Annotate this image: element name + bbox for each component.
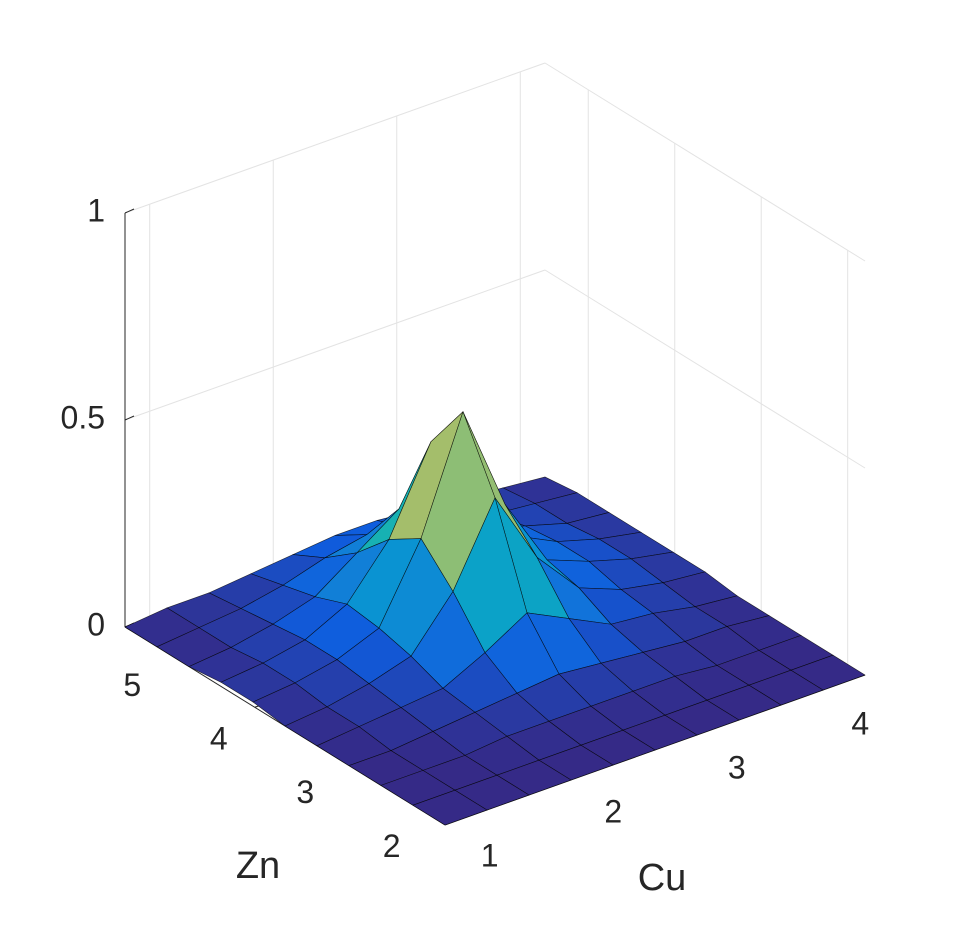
x-tick-label: 3	[728, 749, 746, 785]
grid-line	[544, 62, 866, 262]
grid-line	[124, 62, 546, 214]
grid-line	[124, 269, 546, 421]
z-tick-label: 0	[87, 606, 105, 642]
y-axis-label: Zn	[236, 845, 280, 887]
surface-face	[412, 789, 488, 826]
x-tick-label: 2	[604, 794, 622, 830]
y-tick-label: 5	[123, 667, 141, 703]
z-tick-label: 0.5	[61, 399, 105, 435]
y-tick-label: 2	[383, 828, 401, 864]
y-tick-label: 3	[296, 774, 314, 810]
z-tick-label: 1	[87, 192, 105, 228]
grid-line	[544, 269, 866, 469]
y-tick-label: 4	[210, 721, 228, 757]
x-tick-label: 1	[481, 838, 499, 874]
x-tick-label: 4	[851, 705, 869, 741]
x-axis-label: Cu	[638, 857, 687, 899]
z-tick	[124, 415, 135, 421]
z-tick	[124, 208, 135, 214]
